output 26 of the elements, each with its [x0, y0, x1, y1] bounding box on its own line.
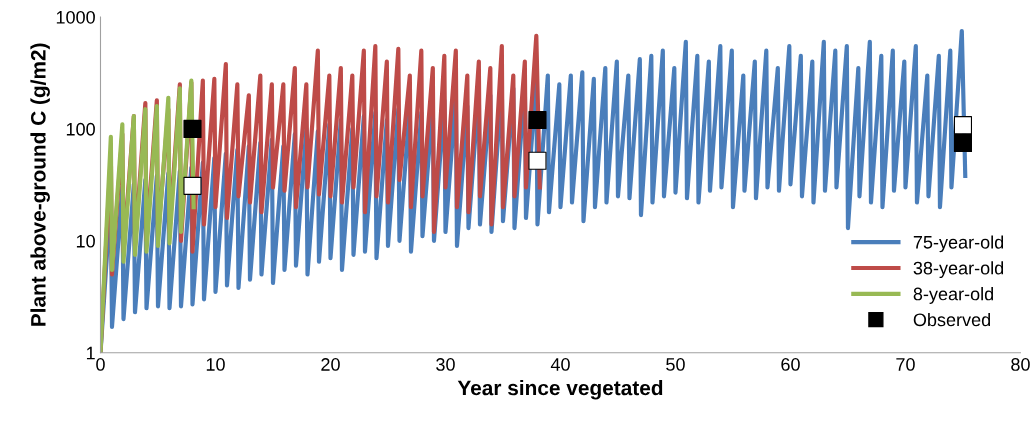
y-tick-label: 10	[76, 234, 95, 248]
point	[183, 176, 202, 195]
x-tick-label: 40	[550, 358, 570, 371]
point	[528, 110, 547, 130]
point	[953, 133, 973, 152]
line-series	[100, 78, 196, 353]
legend-label: Observed	[913, 312, 991, 327]
x-tick-label: 70	[896, 358, 915, 371]
y-tick-label: 1	[86, 346, 95, 360]
x-tick-label: 10	[206, 358, 225, 371]
y-tick-label: 1000	[56, 10, 95, 24]
legend-label: 75-year-old	[913, 235, 1004, 253]
y-tick-label: 100	[66, 122, 95, 136]
legend-label: 38-year-old	[913, 261, 1004, 279]
x-tick-label: 20	[321, 358, 340, 371]
x-axis-title: Year since vegetated	[457, 380, 663, 400]
point	[528, 151, 547, 170]
point	[183, 119, 202, 138]
x-tick-label: 50	[666, 358, 685, 371]
x-tick-label: 80	[1011, 358, 1030, 371]
y-axis-title: Plant above-ground C (g/m2)	[30, 43, 50, 326]
x-tick-label: 0	[96, 358, 105, 371]
x-tick-label: 30	[436, 358, 455, 371]
x-tick-label: 60	[781, 358, 800, 371]
point	[953, 116, 973, 135]
legend-label: 8-year-old	[913, 287, 994, 304]
